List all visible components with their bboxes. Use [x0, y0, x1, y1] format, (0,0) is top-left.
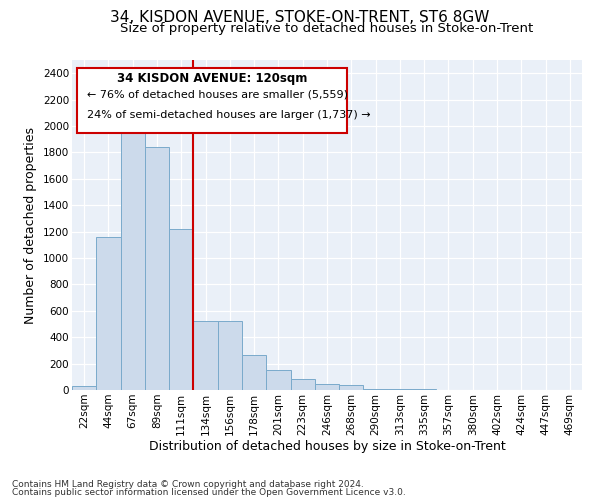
- Bar: [339, 386, 364, 390]
- Bar: [96, 237, 121, 390]
- Bar: [315, 384, 339, 390]
- Bar: [290, 380, 315, 390]
- Title: Size of property relative to detached houses in Stoke-on-Trent: Size of property relative to detached ho…: [121, 22, 533, 35]
- Bar: [72, 386, 96, 390]
- Text: 24% of semi-detached houses are larger (1,737) →: 24% of semi-detached houses are larger (…: [88, 110, 371, 120]
- Bar: [242, 355, 266, 390]
- Text: Contains public sector information licensed under the Open Government Licence v3: Contains public sector information licen…: [12, 488, 406, 497]
- Bar: [121, 132, 145, 390]
- Bar: [193, 322, 218, 390]
- FancyBboxPatch shape: [77, 68, 347, 132]
- Text: 34, KISDON AVENUE, STOKE-ON-TRENT, ST6 8GW: 34, KISDON AVENUE, STOKE-ON-TRENT, ST6 8…: [110, 10, 490, 25]
- X-axis label: Distribution of detached houses by size in Stoke-on-Trent: Distribution of detached houses by size …: [149, 440, 505, 454]
- Bar: [218, 322, 242, 390]
- Bar: [266, 370, 290, 390]
- Bar: [169, 229, 193, 390]
- Bar: [145, 147, 169, 390]
- Y-axis label: Number of detached properties: Number of detached properties: [25, 126, 37, 324]
- Text: 34 KISDON AVENUE: 120sqm: 34 KISDON AVENUE: 120sqm: [117, 72, 307, 85]
- Text: Contains HM Land Registry data © Crown copyright and database right 2024.: Contains HM Land Registry data © Crown c…: [12, 480, 364, 489]
- Text: ← 76% of detached houses are smaller (5,559): ← 76% of detached houses are smaller (5,…: [88, 90, 348, 100]
